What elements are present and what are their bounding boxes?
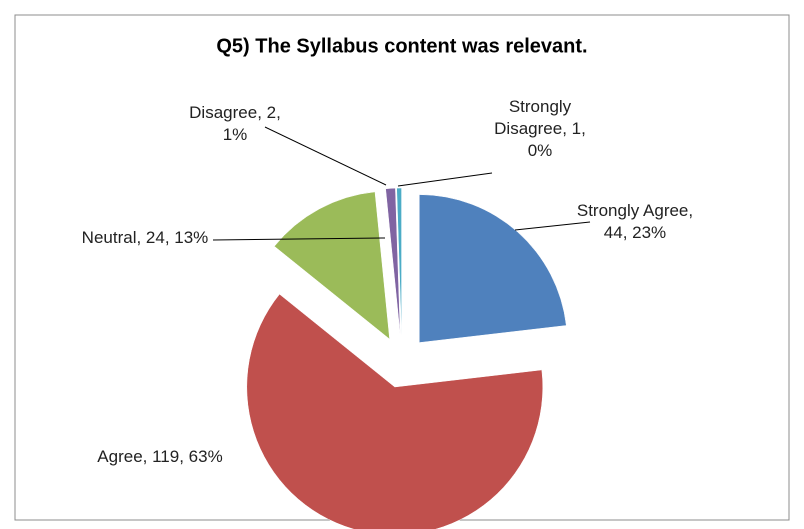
data-label: Agree, 119, 63% <box>97 447 223 466</box>
data-label-box: Agree, 119, 63% <box>97 447 223 466</box>
leader-line <box>397 172 493 187</box>
data-label: Strongly Disagree, 1, 0% <box>494 97 586 160</box>
leader-line <box>264 126 387 186</box>
pie-slice <box>274 191 390 340</box>
pie-slice <box>246 293 544 529</box>
data-label-box: Disagree, 2, 1% <box>189 103 281 144</box>
leader-line <box>212 237 386 241</box>
pie-slice <box>419 194 567 343</box>
data-label-box: Strongly Agree, 44, 23% <box>576 201 694 242</box>
data-label: Neutral, 24, 13% <box>81 228 209 247</box>
leader-line <box>514 221 591 231</box>
data-label: Disagree, 2, 1% <box>189 103 281 144</box>
pie-slice <box>396 187 402 337</box>
chart-title: Q5) The Syllabus content was relevant. <box>216 35 587 57</box>
pie-slice <box>385 187 401 337</box>
data-label-box: Strongly Disagree, 1, 0% <box>494 97 586 160</box>
data-label: Strongly Agree, 44, 23% <box>576 201 694 242</box>
data-label-box: Neutral, 24, 13% <box>81 228 209 247</box>
